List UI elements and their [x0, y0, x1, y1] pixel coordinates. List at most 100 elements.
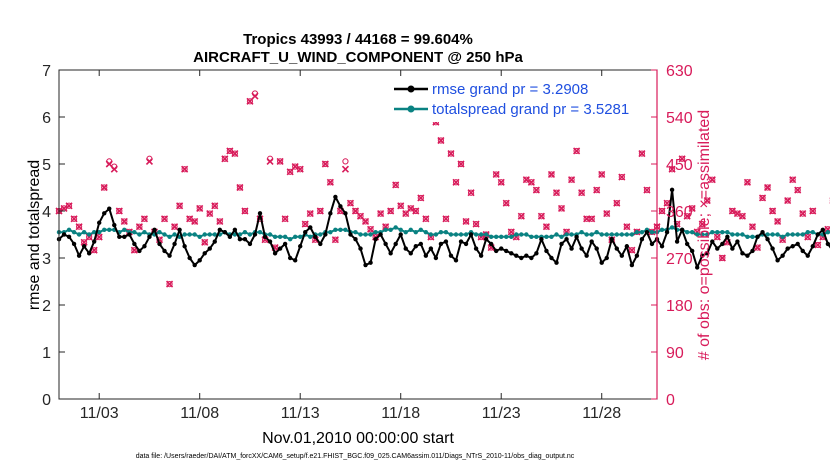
series-point-rmse	[514, 253, 519, 258]
series-point-spread	[157, 229, 162, 235]
obs-possible-point	[417, 194, 424, 202]
series-point-spread	[499, 234, 504, 240]
obs-possible-point	[744, 179, 751, 186]
series-point-rmse	[810, 244, 815, 249]
series-point-rmse	[112, 222, 117, 228]
series-point-spread	[705, 232, 710, 237]
obs-assimilated-point	[683, 212, 691, 220]
y-right-tick-label: 540	[666, 110, 693, 127]
obs-possible-point	[282, 215, 289, 222]
obs-assimilated-point	[316, 207, 324, 215]
series-point-rmse	[378, 232, 383, 237]
series-point-rmse	[554, 260, 559, 265]
series-point-rmse	[599, 260, 604, 265]
series-point-spread	[443, 229, 449, 235]
series-point-rmse	[765, 237, 770, 242]
series-point-rmse	[614, 246, 619, 251]
series-point-rmse	[574, 234, 579, 240]
series-point-spread	[338, 227, 343, 232]
series-point-rmse	[589, 239, 594, 244]
obs-assimilated-point	[301, 220, 309, 228]
series-point-spread	[684, 229, 690, 235]
series-point-spread	[735, 232, 740, 237]
series-point-rmse	[579, 246, 584, 251]
series-point-rmse	[242, 237, 248, 242]
obs-possible-point	[493, 171, 500, 178]
obs-assimilated-point	[492, 170, 500, 179]
series-point-rmse	[338, 204, 343, 209]
series-point-rmse	[504, 248, 509, 254]
series-point-rmse	[795, 241, 800, 247]
series-point-spread	[428, 232, 434, 237]
series-point-rmse	[669, 187, 675, 193]
obs-assimilated-point	[417, 194, 425, 202]
series-point-rmse	[107, 206, 112, 211]
obs-assimilated-point	[663, 199, 671, 207]
series-point-rmse	[519, 255, 524, 261]
obs-assimilated-point	[221, 155, 229, 163]
y-left-tick-label: 5	[42, 157, 51, 174]
obs-assimilated-point	[603, 210, 611, 218]
obs-assimilated-point	[708, 176, 716, 184]
series-point-rmse	[458, 239, 464, 244]
obs-assimilated-point	[366, 225, 375, 233]
series-point-spread	[659, 227, 665, 232]
series-point-spread	[107, 227, 112, 232]
series-point-rmse	[720, 241, 725, 247]
obs-possible-point	[769, 207, 776, 215]
obs-possible-point	[236, 184, 244, 191]
series-point-rmse	[689, 248, 695, 254]
obs-assimilated-point	[387, 207, 395, 215]
y-right-tick-label: 0	[666, 392, 675, 409]
obs-possible-point	[277, 158, 284, 165]
obs-assimilated-point	[181, 165, 189, 173]
obs-assimilated-point	[266, 157, 274, 165]
series-point-spread	[534, 234, 539, 240]
series-point-rmse	[735, 239, 740, 244]
series-point-rmse	[544, 248, 549, 254]
series-point-spread	[363, 232, 368, 237]
obs-possible-point	[593, 187, 600, 194]
obs-possible-point	[799, 210, 806, 217]
obs-assimilated-point	[703, 196, 711, 205]
obs-assimilated-point	[502, 199, 510, 207]
series-point-spread	[780, 234, 785, 240]
series-point-rmse	[483, 237, 489, 242]
obs-possible-point	[684, 213, 691, 220]
series-point-spread	[383, 227, 388, 232]
series-point-spread	[478, 232, 484, 237]
series-point-rmse	[277, 246, 283, 251]
series-point-rmse	[448, 253, 454, 258]
obs-possible-point	[543, 223, 550, 230]
obs-possible-point	[352, 207, 359, 215]
series-point-spread	[715, 229, 720, 235]
series-point-rmse	[433, 255, 439, 261]
legend: rmse grand pr = 3.2908 totalspread grand…	[388, 78, 636, 122]
obs-possible-point	[714, 234, 721, 241]
series-point-spread	[368, 232, 373, 237]
series-point-spread	[102, 227, 107, 232]
series-point-spread	[524, 232, 529, 237]
series-point-rmse	[262, 234, 268, 240]
obs-assimilated-point	[718, 254, 726, 262]
series-point-rmse	[202, 251, 207, 256]
series-point-spread	[207, 232, 212, 237]
series-point-spread	[569, 232, 574, 237]
series-point-spread	[634, 229, 640, 235]
series-point-spread	[710, 229, 715, 235]
series-point-spread	[589, 232, 594, 237]
obs-possible-point	[397, 202, 404, 209]
series-point-spread	[257, 229, 263, 235]
series-point-rmse	[217, 227, 223, 232]
series-point-spread	[343, 227, 348, 232]
obs-assimilated-point	[100, 183, 108, 192]
series-point-spread	[453, 232, 459, 237]
obs-possible-point	[774, 218, 781, 225]
series-point-spread	[785, 232, 790, 237]
series-point-rmse	[609, 237, 614, 242]
series-point-rmse	[353, 237, 358, 242]
series-point-spread	[599, 232, 604, 237]
series-point-rmse	[629, 262, 635, 268]
series-point-spread	[287, 237, 293, 242]
obs-assimilated-point	[407, 204, 415, 212]
